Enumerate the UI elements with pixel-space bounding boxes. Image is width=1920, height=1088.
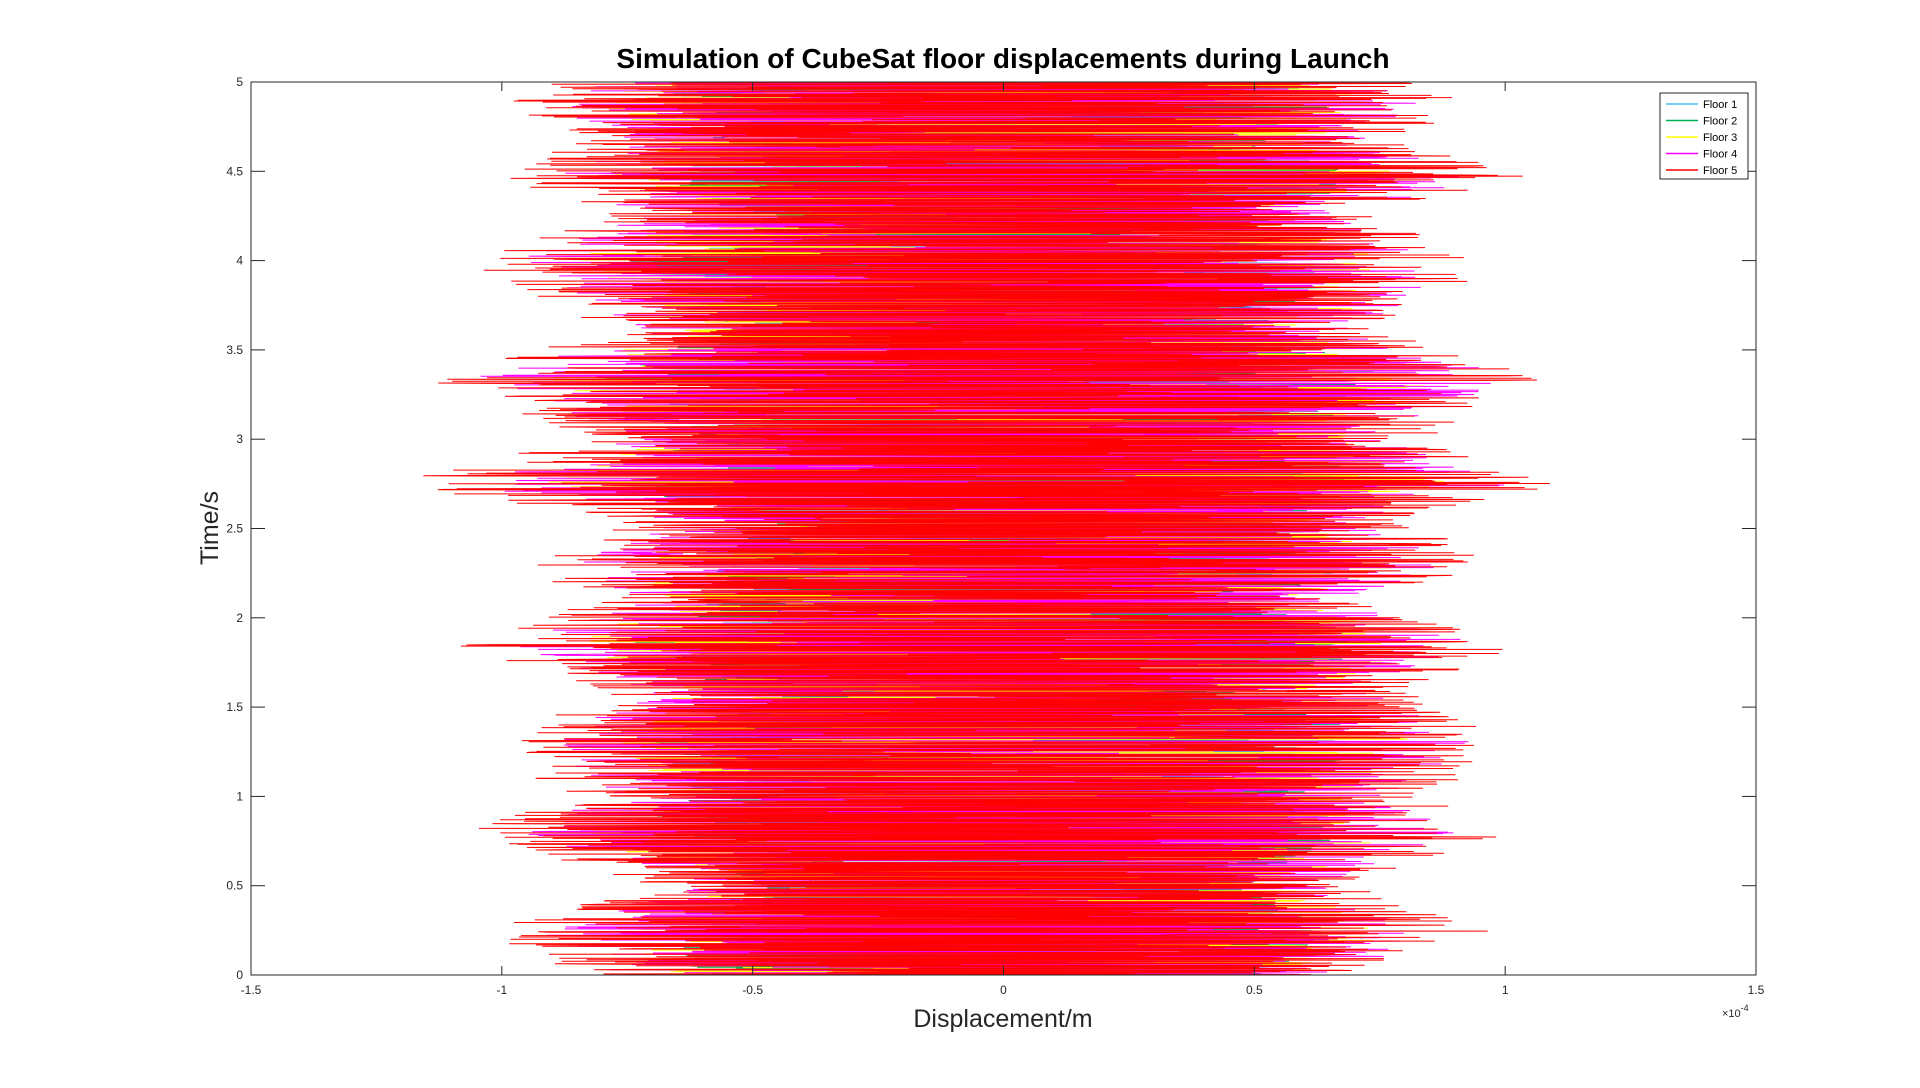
legend-label: Floor 1 xyxy=(1703,99,1737,111)
x-tick-label: 1 xyxy=(1502,983,1509,997)
x-tick-label: -1 xyxy=(496,983,507,997)
legend: Floor 1 Floor 2 Floor 3 Floor 4 Floor 5 xyxy=(1659,92,1749,180)
y-tick-label: 2.5 xyxy=(226,522,243,536)
y-tick-label: 3.5 xyxy=(226,343,243,357)
x-tick-label: -0.5 xyxy=(742,983,763,997)
legend-label: Floor 4 xyxy=(1703,149,1737,161)
y-tick-label: 4 xyxy=(236,254,243,268)
y-axis-label: Time/s xyxy=(196,491,224,565)
legend-label: Floor 3 xyxy=(1703,132,1737,144)
x-tick-label: 0 xyxy=(1000,983,1007,997)
legend-label: Floor 5 xyxy=(1703,165,1737,177)
x-tick-label: -1.5 xyxy=(241,983,262,997)
plot-lines xyxy=(423,82,1550,975)
chart-title: Simulation of CubeSat floor displacement… xyxy=(616,43,1389,74)
y-tick-label: 0 xyxy=(236,968,243,982)
x-axis-multiplier: ×10-4 xyxy=(1722,1003,1749,1020)
legend-box xyxy=(1659,92,1749,180)
x-tick-label: 0.5 xyxy=(1246,983,1263,997)
y-tick-label: 0.5 xyxy=(226,879,243,893)
y-tick-label: 4.5 xyxy=(226,164,243,178)
series-line-5 xyxy=(423,82,1550,975)
x-axis-ticks: -1.5 -1 -0.5 0 0.5 1 1.5 xyxy=(241,82,1765,997)
legend-label: Floor 2 xyxy=(1703,116,1737,128)
y-tick-label: 2 xyxy=(236,611,243,625)
x-axis-label: Displacement/m xyxy=(913,1005,1092,1033)
y-axis-ticks: 0 0.5 1 1.5 2 2.5 3 3.5 4 4.5 5 xyxy=(226,75,1756,982)
y-tick-label: 5 xyxy=(236,75,243,89)
y-tick-label: 3 xyxy=(236,432,243,446)
y-tick-label: 1.5 xyxy=(226,700,243,714)
y-tick-label: 1 xyxy=(236,789,243,803)
x-tick-label: 1.5 xyxy=(1748,983,1765,997)
